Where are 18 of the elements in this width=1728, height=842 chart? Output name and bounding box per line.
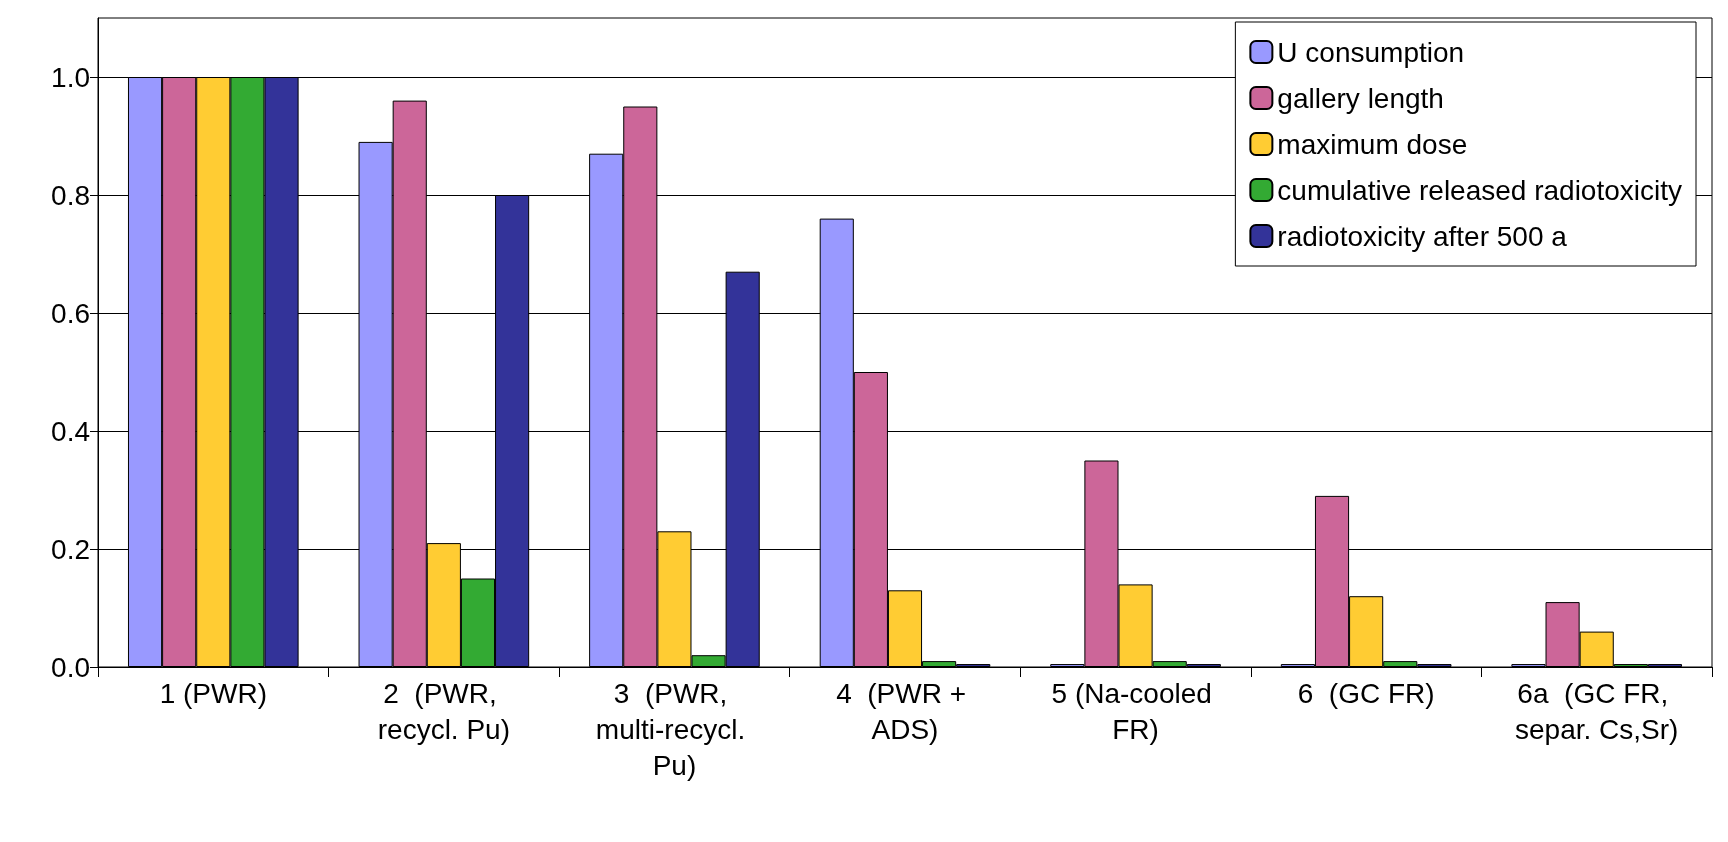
x-tick-label: 4 (PWR + ADS) bbox=[836, 677, 974, 745]
y-tick-label: 1.0 bbox=[51, 61, 90, 93]
x-tick-label: 6 (GC FR) bbox=[1297, 677, 1435, 709]
y-tick-label: 0.6 bbox=[51, 297, 90, 329]
legend-label: maximum dose bbox=[1277, 128, 1468, 160]
x-tick-label: 2 (PWR, recycl. Pu) bbox=[377, 677, 510, 745]
x-tick-label: 1 (PWR) bbox=[159, 677, 267, 709]
y-tick-label: 0.0 bbox=[51, 651, 90, 683]
y-tick-label: 0.2 bbox=[51, 533, 90, 565]
legend-label: gallery length bbox=[1277, 82, 1444, 114]
y-tick-label: 0.4 bbox=[51, 415, 90, 447]
x-tick-label: 6a (GC FR, separ. Cs,Sr) bbox=[1515, 677, 1679, 745]
x-tick-label: 3 (PWR, multi-recycl. Pu) bbox=[595, 677, 753, 781]
legend-label: radiotoxicity after 500 a bbox=[1277, 220, 1568, 252]
legend-label: U consumption bbox=[1277, 36, 1465, 68]
x-tick-label: 5 (Na-cooled FR) bbox=[1051, 677, 1220, 745]
y-tick-label: 0.8 bbox=[51, 179, 90, 211]
legend-label: cumulative released radiotoxicity bbox=[1277, 174, 1683, 206]
